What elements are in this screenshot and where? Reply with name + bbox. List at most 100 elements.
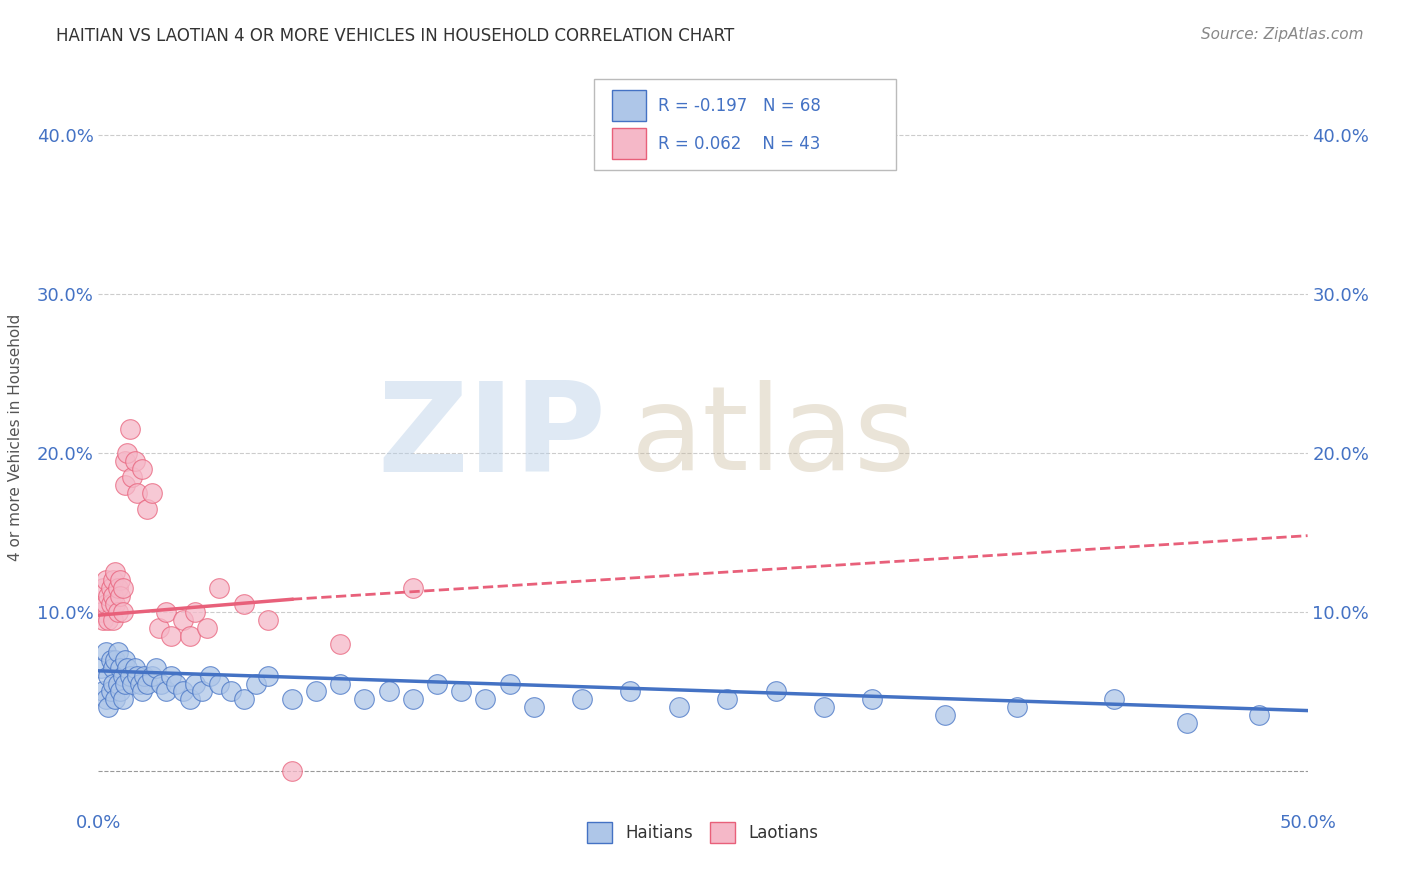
Point <box>101 660 124 674</box>
Point <box>860 692 883 706</box>
Point <box>107 645 129 659</box>
Point <box>100 653 122 667</box>
Point <box>90 605 112 619</box>
Point <box>91 581 114 595</box>
Point <box>716 692 738 706</box>
Text: ZIP: ZIP <box>378 376 606 498</box>
Point <box>377 684 399 698</box>
Text: R = 0.062    N = 43: R = 0.062 N = 43 <box>658 135 821 153</box>
Point <box>114 454 136 468</box>
Text: HAITIAN VS LAOTIAN 4 OR MORE VEHICLES IN HOUSEHOLD CORRELATION CHART: HAITIAN VS LAOTIAN 4 OR MORE VEHICLES IN… <box>56 27 734 45</box>
Point <box>498 676 520 690</box>
Point <box>104 597 127 611</box>
Point <box>135 676 157 690</box>
Text: R = -0.197   N = 68: R = -0.197 N = 68 <box>658 96 821 115</box>
Point <box>571 692 593 706</box>
Point <box>101 676 124 690</box>
Point <box>305 684 328 698</box>
Point <box>94 597 117 611</box>
Point <box>813 700 835 714</box>
Point <box>131 684 153 698</box>
Point <box>281 692 304 706</box>
Point <box>245 676 267 690</box>
Point <box>256 613 278 627</box>
Point <box>111 581 134 595</box>
Point <box>107 676 129 690</box>
Point <box>118 422 141 436</box>
Point <box>329 637 352 651</box>
Point <box>198 668 221 682</box>
Point <box>1249 708 1271 723</box>
Point <box>474 692 496 706</box>
Point <box>145 660 167 674</box>
Point <box>127 485 149 500</box>
Point <box>108 573 131 587</box>
Point <box>191 684 214 698</box>
Point <box>100 581 122 595</box>
Point <box>172 613 194 627</box>
Point <box>172 684 194 698</box>
Point <box>179 629 201 643</box>
Point <box>90 660 112 674</box>
Point <box>155 684 177 698</box>
Point <box>155 605 177 619</box>
Point <box>101 573 124 587</box>
Point <box>1175 716 1198 731</box>
Point <box>128 676 150 690</box>
Point <box>94 645 117 659</box>
Point <box>121 676 143 690</box>
Point <box>668 700 690 714</box>
Point <box>121 470 143 484</box>
Point <box>100 597 122 611</box>
Text: atlas: atlas <box>630 380 915 494</box>
Point <box>150 676 173 690</box>
Point <box>107 581 129 595</box>
Point <box>117 660 139 674</box>
Point <box>111 605 134 619</box>
Point <box>1102 692 1125 706</box>
Point <box>148 621 170 635</box>
Point <box>91 684 114 698</box>
Point <box>91 613 114 627</box>
Point <box>134 668 156 682</box>
Point <box>426 676 449 690</box>
Point <box>141 668 163 682</box>
Point <box>208 676 231 690</box>
Point <box>402 581 425 595</box>
FancyBboxPatch shape <box>595 78 897 170</box>
Point <box>101 613 124 627</box>
Point <box>179 692 201 706</box>
Point <box>104 566 127 580</box>
Point <box>97 668 120 682</box>
Point <box>232 597 254 611</box>
Point <box>114 653 136 667</box>
Point <box>256 668 278 682</box>
Point <box>184 676 207 690</box>
Text: Source: ZipAtlas.com: Source: ZipAtlas.com <box>1201 27 1364 42</box>
Point <box>104 692 127 706</box>
Point <box>221 684 243 698</box>
Bar <box>613 90 647 121</box>
Point <box>765 684 787 698</box>
Point <box>523 700 546 714</box>
Point <box>124 454 146 468</box>
Point <box>184 605 207 619</box>
Point <box>97 613 120 627</box>
Point <box>1007 700 1029 714</box>
Point <box>97 700 120 714</box>
Point <box>94 692 117 706</box>
Point <box>135 501 157 516</box>
Point <box>107 605 129 619</box>
Point <box>353 692 375 706</box>
Point <box>131 462 153 476</box>
Point <box>111 668 134 682</box>
Point <box>141 485 163 500</box>
Point <box>619 684 641 698</box>
Point <box>97 589 120 603</box>
Point <box>100 684 122 698</box>
Y-axis label: 4 or more Vehicles in Household: 4 or more Vehicles in Household <box>8 313 22 561</box>
Point <box>108 684 131 698</box>
Point <box>160 629 183 643</box>
Point <box>165 676 187 690</box>
Point <box>127 668 149 682</box>
